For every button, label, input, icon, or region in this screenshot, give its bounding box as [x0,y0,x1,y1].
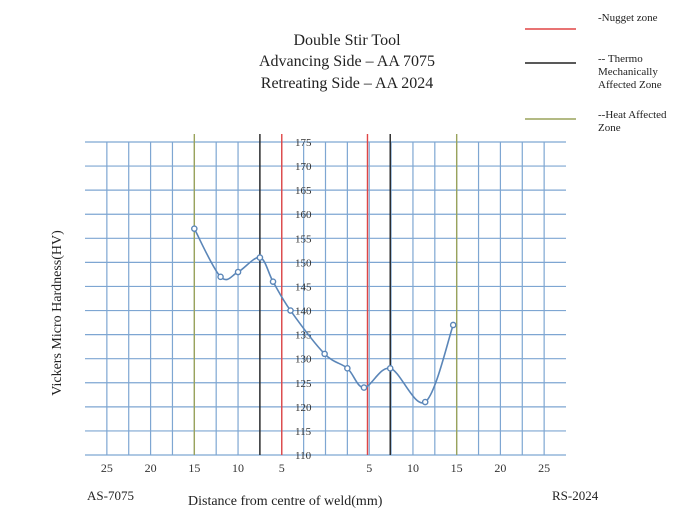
y-tick-label: 175 [295,137,312,149]
y-tick-label: 170 [295,161,312,173]
x-tick-label: 15 [451,461,463,475]
y-tick-label: 165 [295,185,312,197]
x-tick-label: 10 [232,461,244,475]
x-tick-label: 5 [366,461,372,475]
side-label-left: AS-7075 [87,488,134,503]
data-point [191,225,198,232]
data-point [321,350,328,358]
data-point [386,365,394,372]
y-tick-label: 160 [295,209,312,221]
y-tick-label: 140 [295,306,312,318]
x-tick-label: 25 [101,461,113,475]
data-point [360,384,368,391]
data-point [234,268,242,276]
legend-label-thermo: -- Thermo Mechanically Affected Zone [598,53,662,91]
data-series [191,225,457,406]
data-point [256,254,264,261]
x-tick-label: 15 [188,461,200,475]
data-point [449,321,457,329]
chart-title-line-2: Advancing Side – AA 7075 [259,53,435,70]
chart-title-line-3: Retreating Side – AA 2024 [260,75,434,92]
side-label-right: RS-2024 [552,488,599,503]
data-point [269,278,277,285]
data-point [421,398,429,406]
x-tick-label: 5 [279,461,285,475]
series-line [193,228,454,404]
y-tick-label: 120 [295,402,312,414]
x-tick-label: 10 [407,461,419,475]
chart-title-line-1: Double Stir Tool [293,32,401,49]
zone-lines [193,134,458,455]
data-point [217,273,224,281]
x-axis-label: Distance from centre of weld(mm) [188,494,383,509]
y-tick-label: 150 [295,257,312,269]
tick-labels: 1101151201251301351401451501551601651701… [101,137,550,475]
grid [85,141,566,456]
y-tick-label: 155 [295,233,312,245]
y-tick-label: 130 [295,354,312,366]
legend-swatches [525,28,576,120]
data-point [344,365,351,372]
x-tick-label: 20 [494,461,506,475]
x-tick-label: 20 [145,461,157,475]
legend-label-heat: --Heat Affected Zone [598,109,667,134]
y-tick-label: 125 [295,378,312,390]
y-tick-label: 115 [295,426,312,438]
y-axis-label: Vickers Micro Hardness(HV) [50,230,65,396]
y-tick-label: 145 [295,281,312,293]
x-tick-label: 25 [538,461,550,475]
data-point [287,307,294,314]
y-tick-label: 110 [295,450,312,462]
legend-label-nugget: -Nugget zone [598,12,658,24]
